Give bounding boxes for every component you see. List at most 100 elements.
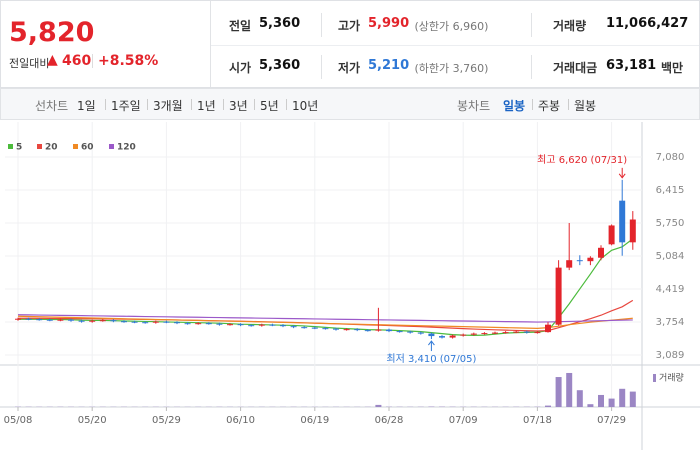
y-tick-label: 5,084: [656, 251, 685, 262]
candle-body: [57, 319, 64, 321]
candle-body: [629, 219, 636, 243]
divider: [210, 1, 211, 87]
tab[interactable]: 5년: [260, 99, 279, 113]
candle-body: [343, 329, 350, 331]
candle-body: [280, 325, 286, 327]
candle-body: [99, 320, 106, 322]
x-tick-label: 06/19: [300, 415, 329, 426]
candle-body: [386, 329, 392, 332]
candle-body: [46, 319, 53, 321]
tab[interactable]: 1일: [77, 99, 96, 113]
candle-body: [587, 257, 594, 262]
tab-divider: [286, 99, 287, 110]
candle-body: [163, 321, 170, 323]
ma-line: [18, 299, 634, 332]
candle-body: [216, 323, 223, 325]
tab[interactable]: 3개월: [153, 99, 183, 113]
volume-legend: 거래량: [659, 372, 684, 384]
tab-divider: [191, 99, 192, 110]
x-tick-label: 07/29: [597, 415, 626, 426]
candle-body: [545, 324, 551, 333]
ma-line: [18, 238, 634, 336]
tab-divider: [223, 99, 224, 110]
candle-body: [470, 333, 477, 335]
stat-label: 저가: [338, 61, 361, 75]
stat-note: (하한가 3,760): [414, 62, 489, 75]
stat-label: 시가: [229, 61, 252, 75]
tab-group-label: 봉차트: [457, 99, 491, 113]
stat-note: (상한가 6,960): [414, 20, 489, 33]
volume-bar: [555, 377, 562, 407]
candle-body: [121, 321, 127, 323]
tab-divider: [147, 99, 148, 110]
candle-body: [619, 200, 626, 243]
tab[interactable]: 1주일: [111, 99, 141, 113]
volume-bar: [587, 404, 594, 407]
legend-label: 120: [117, 143, 136, 153]
high-annotation: 최고 6,620 (07/31): [537, 154, 627, 166]
volume-bar: [629, 391, 636, 407]
stat-value: 11,066,427: [606, 16, 689, 31]
candle-body: [460, 334, 467, 336]
volume-bar: [619, 388, 626, 407]
candle-body: [502, 332, 509, 334]
candle-body: [174, 322, 180, 324]
volume-bar: [576, 390, 583, 407]
x-tick-label: 07/09: [449, 415, 478, 426]
volume-bar: [375, 404, 382, 407]
divider: [211, 45, 699, 46]
legend-label: 20: [45, 143, 58, 153]
quote-header: 5,820 전일대비 ▲ 460 +8.58% 전일 5,360 고가 5,990 (상…: [0, 0, 700, 88]
candle-body: [301, 327, 308, 329]
candle-body: [375, 329, 382, 331]
candle-body: [417, 332, 424, 334]
stat-value: 5,990: [368, 16, 410, 31]
y-tick-label: 4,419: [656, 284, 685, 295]
candle-body: [608, 225, 615, 245]
candle-body: [142, 322, 149, 324]
x-tick-label: 06/28: [375, 415, 404, 426]
annotation-arrowhead: [428, 340, 435, 346]
candle-body: [396, 331, 403, 333]
y-tick-label: 3,754: [656, 317, 685, 328]
tab-divider: [254, 99, 255, 110]
legend-swatch: [37, 144, 42, 149]
change-rate: +8.58%: [98, 53, 159, 69]
legend-swatch: [73, 144, 78, 149]
stat-value: 5,360: [259, 58, 301, 73]
tab[interactable]: 3년: [229, 99, 248, 113]
legend-swatch: [109, 144, 114, 149]
tab-divider: [105, 99, 106, 110]
tab[interactable]: 1년: [197, 99, 216, 113]
candle-body: [89, 320, 96, 322]
stat-value: 5,210: [368, 58, 410, 73]
candle-body: [428, 333, 435, 337]
tab-divider: [532, 99, 533, 110]
period-tabs: 선차트 1일 1주일 3개월 1년 3년 5년 10년 봉차트 일봉 주봉 월봉: [0, 88, 700, 120]
candle-body: [481, 333, 488, 335]
divider: [321, 55, 322, 79]
stat-label: 거래량: [553, 19, 587, 33]
tab[interactable]: 일봉: [503, 99, 526, 113]
stat-label: 전일: [229, 19, 252, 33]
candle-body: [523, 331, 530, 333]
candle-body: [78, 320, 85, 322]
tab[interactable]: 월봉: [574, 99, 597, 113]
tab-divider: [568, 99, 569, 110]
change-arrow: ▲: [47, 52, 58, 68]
y-tick-label: 7,080: [656, 152, 685, 163]
candle-body: [492, 332, 498, 334]
candle-body: [15, 318, 21, 320]
candle-body: [311, 327, 318, 329]
candle-body: [152, 321, 159, 323]
candle-body: [25, 318, 32, 320]
candle-body: [576, 260, 583, 262]
low-annotation: 최저 3,410 (07/05): [386, 353, 476, 365]
x-tick-label: 05/20: [78, 415, 107, 426]
tab[interactable]: 10년: [292, 99, 319, 113]
candle-body: [205, 323, 212, 325]
tab[interactable]: 주봉: [538, 99, 561, 113]
candle-body: [555, 267, 562, 325]
stat-unit: 백만: [661, 61, 684, 75]
candle-body: [449, 335, 456, 338]
